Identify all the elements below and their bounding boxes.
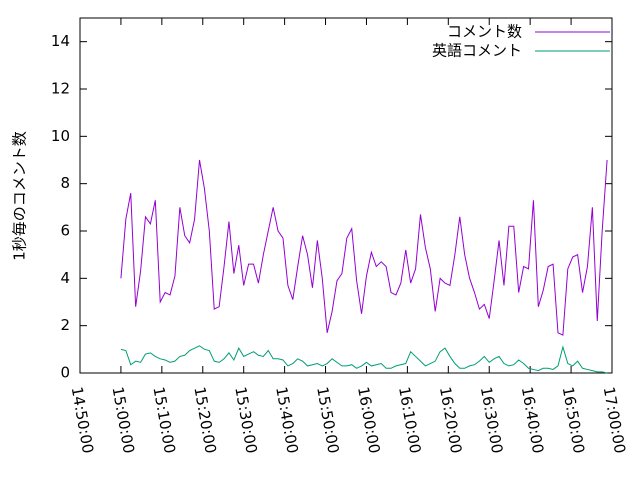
y-tick-label: 6 — [60, 222, 70, 240]
y-tick-label: 4 — [60, 269, 70, 287]
x-tick-label: 16:40:00 — [518, 385, 547, 454]
x-tick-label: 15:40:00 — [272, 385, 301, 454]
x-tick-label: 15:00:00 — [109, 385, 138, 454]
y-tick-label: 14 — [51, 32, 70, 50]
y-tick-label: 2 — [60, 316, 70, 334]
y-tick-label: 10 — [51, 127, 70, 145]
x-tick-label: 16:20:00 — [436, 385, 465, 454]
x-tick-label: 15:10:00 — [149, 385, 178, 454]
series-line — [120, 159, 608, 336]
x-tick-label: 15:50:00 — [313, 385, 342, 454]
series-line — [120, 345, 608, 374]
y-tick-label: 0 — [60, 364, 70, 382]
x-tick-label: 17:00:00 — [600, 385, 629, 454]
y-tick-label: 8 — [60, 174, 70, 192]
legend-label: 英語コメント — [432, 42, 522, 60]
x-tick-label: 14:50:00 — [68, 385, 97, 454]
x-tick-label: 16:30:00 — [477, 385, 506, 454]
legend-label: コメント数 — [447, 23, 522, 41]
plot-frame — [79, 17, 613, 374]
y-tick-label: 12 — [51, 80, 70, 98]
x-tick-label: 16:10:00 — [395, 385, 424, 454]
y-axis-label: 1秒毎のコメント数 — [11, 131, 29, 261]
x-tick-label: 16:50:00 — [559, 385, 588, 454]
x-tick-label: 15:20:00 — [190, 385, 219, 454]
x-tick-label: 15:30:00 — [231, 385, 260, 454]
x-tick-label: 16:00:00 — [354, 385, 383, 454]
